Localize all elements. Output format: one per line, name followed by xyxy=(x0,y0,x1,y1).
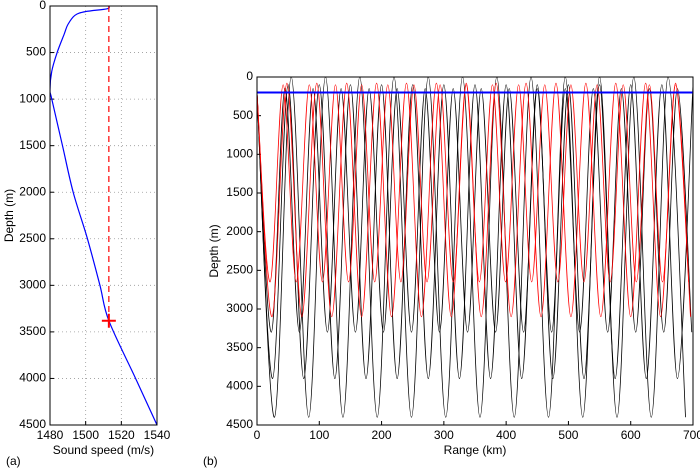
y-tick-label: 0 xyxy=(246,69,253,83)
x-tick-label: 1520 xyxy=(108,428,135,442)
axes-box xyxy=(256,76,694,426)
x-tick-label: 400 xyxy=(496,428,516,442)
y-axis-label: Depth (m) xyxy=(2,189,16,242)
y-tick-label: 1000 xyxy=(19,91,46,105)
panel-label: (b) xyxy=(203,454,218,468)
plot-area xyxy=(50,6,157,425)
y-tick-label: 500 xyxy=(26,45,46,59)
y-tick-label: 4500 xyxy=(19,417,46,431)
y-tick-label: 2000 xyxy=(19,184,46,198)
x-tick-label: 1500 xyxy=(72,428,99,442)
x-tick-label: 1540 xyxy=(144,428,171,442)
x-tick-label: 600 xyxy=(621,428,641,442)
x-tick-label: 500 xyxy=(558,428,578,442)
panel: 1480 1500 1520 1540 0 500 1000 1500 2000 2500 3000… xyxy=(2,0,170,468)
y-tick-label: 3500 xyxy=(226,340,253,354)
x-tick-label: 200 xyxy=(372,428,392,442)
x-axis-label: Range (km) xyxy=(444,443,507,457)
panel: 0 100 200 300 400 500 600 700 0 500 1000 1500 2000 25… xyxy=(203,69,700,468)
axes-box xyxy=(49,5,158,426)
y-tick-label: 3000 xyxy=(226,301,253,315)
x-tick-label: 100 xyxy=(309,428,329,442)
y-tick-label: 3500 xyxy=(19,324,46,338)
y-tick-label: 1500 xyxy=(226,185,253,199)
x-tick-label: 700 xyxy=(683,428,700,442)
y-tick-label: 2000 xyxy=(226,224,253,238)
x-tick-label: 0 xyxy=(254,428,261,442)
y-tick-label: 2500 xyxy=(19,231,46,245)
y-axis-label: Depth (m) xyxy=(207,224,221,277)
line xyxy=(50,6,157,425)
y-tick-label: 1000 xyxy=(226,147,253,161)
y-tick-label: 0 xyxy=(39,0,46,12)
y-tick-label: 4500 xyxy=(226,417,253,431)
x-tick-label: 300 xyxy=(434,428,454,442)
y-tick-label: 2500 xyxy=(226,263,253,277)
y-tick-label: 3000 xyxy=(19,278,46,292)
y-tick-label: 4000 xyxy=(226,379,253,393)
marker xyxy=(101,313,116,328)
plot-area xyxy=(257,77,693,418)
x-axis-label: Sound speed (m/s) xyxy=(53,443,154,457)
panel-label: (a) xyxy=(6,454,21,468)
line xyxy=(257,77,686,418)
y-tick-label: 4000 xyxy=(19,371,46,385)
y-tick-label: 1500 xyxy=(19,138,46,152)
y-tick-label: 500 xyxy=(233,108,253,122)
x-tick-label: 1480 xyxy=(37,428,64,442)
